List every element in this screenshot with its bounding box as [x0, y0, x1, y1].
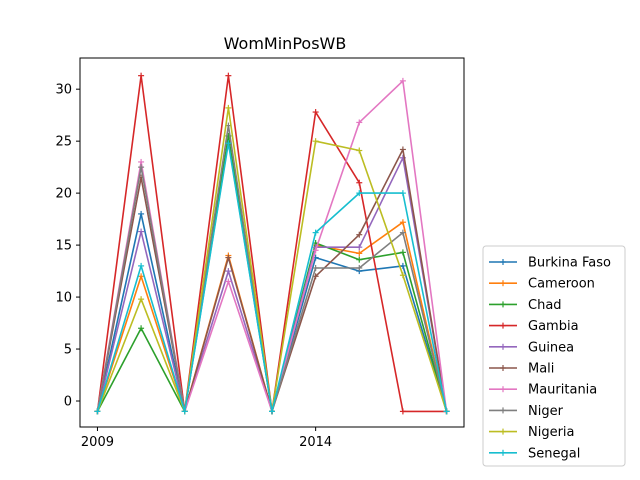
legend-item: Nigeria: [489, 425, 575, 440]
plot-area-frame: [79, 57, 465, 428]
chart-title: WomMinPosWB: [224, 34, 347, 53]
data-point: [225, 72, 232, 79]
legend-item: Burkina Faso: [489, 256, 611, 271]
data-point: [312, 229, 319, 236]
data-point: [138, 228, 145, 235]
data-point: [312, 138, 319, 145]
data-point: [399, 262, 406, 269]
legend-box: [482, 245, 626, 467]
data-point: [356, 264, 363, 271]
data-point: [312, 264, 319, 271]
legend-label: Niger: [528, 404, 564, 419]
data-point: [225, 104, 232, 111]
data-point: [399, 77, 406, 84]
legend-label: Guinea: [528, 340, 574, 355]
data-point: [138, 158, 145, 165]
legend-label: Burkina Faso: [528, 256, 611, 271]
data-point: [443, 408, 450, 415]
data-point: [399, 229, 406, 236]
series-line-0: [96, 140, 448, 413]
legend-item: Mali: [489, 362, 554, 377]
data-point: [138, 273, 145, 280]
data-point: [138, 262, 145, 269]
legend-item: Guinea: [489, 340, 574, 355]
data-point: [312, 109, 319, 116]
legend-label: Gambia: [528, 319, 579, 334]
data-point: [138, 296, 145, 303]
series-line-9: [96, 142, 448, 413]
x-tick-label: 2014: [299, 435, 332, 450]
series-layer: [94, 72, 450, 415]
data-point: [138, 72, 145, 79]
data-point: [312, 247, 319, 254]
data-point: [399, 190, 406, 197]
data-point: [225, 140, 232, 147]
legend-item: Mauritania: [489, 383, 597, 398]
legend-label: Mali: [528, 362, 554, 377]
legend-label: Senegal: [528, 446, 580, 461]
data-point: [225, 268, 232, 275]
data-point: [356, 179, 363, 186]
y-tick-label: 0: [64, 395, 72, 410]
data-point: [356, 250, 363, 257]
series-line-3: [96, 74, 447, 413]
legend-item: Gambia: [489, 319, 579, 334]
data-point: [399, 249, 406, 256]
data-point: [356, 119, 363, 126]
data-point: [399, 272, 406, 279]
legend-label: Mauritania: [528, 383, 597, 398]
y-tick-label: 15: [55, 239, 72, 254]
x-tick-label: 2009: [81, 435, 114, 450]
legend-item: Senegal: [489, 446, 580, 461]
y-tick-label: 25: [55, 135, 72, 150]
data-point: [94, 408, 101, 415]
series-line-5: [96, 148, 448, 413]
data-point: [356, 256, 363, 263]
x-axis: 2009 2014: [81, 427, 332, 450]
data-point: [269, 408, 275, 415]
data-point: [356, 244, 363, 251]
data-point: [138, 325, 145, 332]
data-point: [399, 219, 406, 226]
data-point: [138, 210, 145, 217]
legend-label: Cameroon: [528, 277, 595, 292]
legend-label: Chad: [528, 298, 562, 313]
data-point: [356, 231, 363, 238]
data-point: [225, 254, 232, 261]
y-tick-label: 20: [55, 187, 72, 202]
series-line-4: [96, 157, 448, 413]
data-point: [399, 408, 406, 415]
data-point: [399, 146, 406, 153]
y-axis: 0 5 10 15 20 25 30: [55, 83, 80, 410]
data-point: [356, 190, 363, 197]
data-point: [225, 278, 232, 285]
legend-label: Nigeria: [528, 425, 575, 440]
data-point: [356, 147, 363, 154]
y-tick-label: 5: [64, 343, 72, 358]
y-tick-label: 10: [55, 291, 72, 306]
legend-item: Chad: [489, 298, 562, 313]
y-tick-label: 30: [55, 83, 72, 98]
legend-item: Cameroon: [489, 277, 595, 292]
legend-item: Niger: [489, 404, 564, 419]
data-point: [181, 408, 188, 415]
data-point: [138, 164, 145, 171]
legend: Burkina Faso Cameroon Chad Gambia Guinea Mali…: [482, 245, 626, 467]
